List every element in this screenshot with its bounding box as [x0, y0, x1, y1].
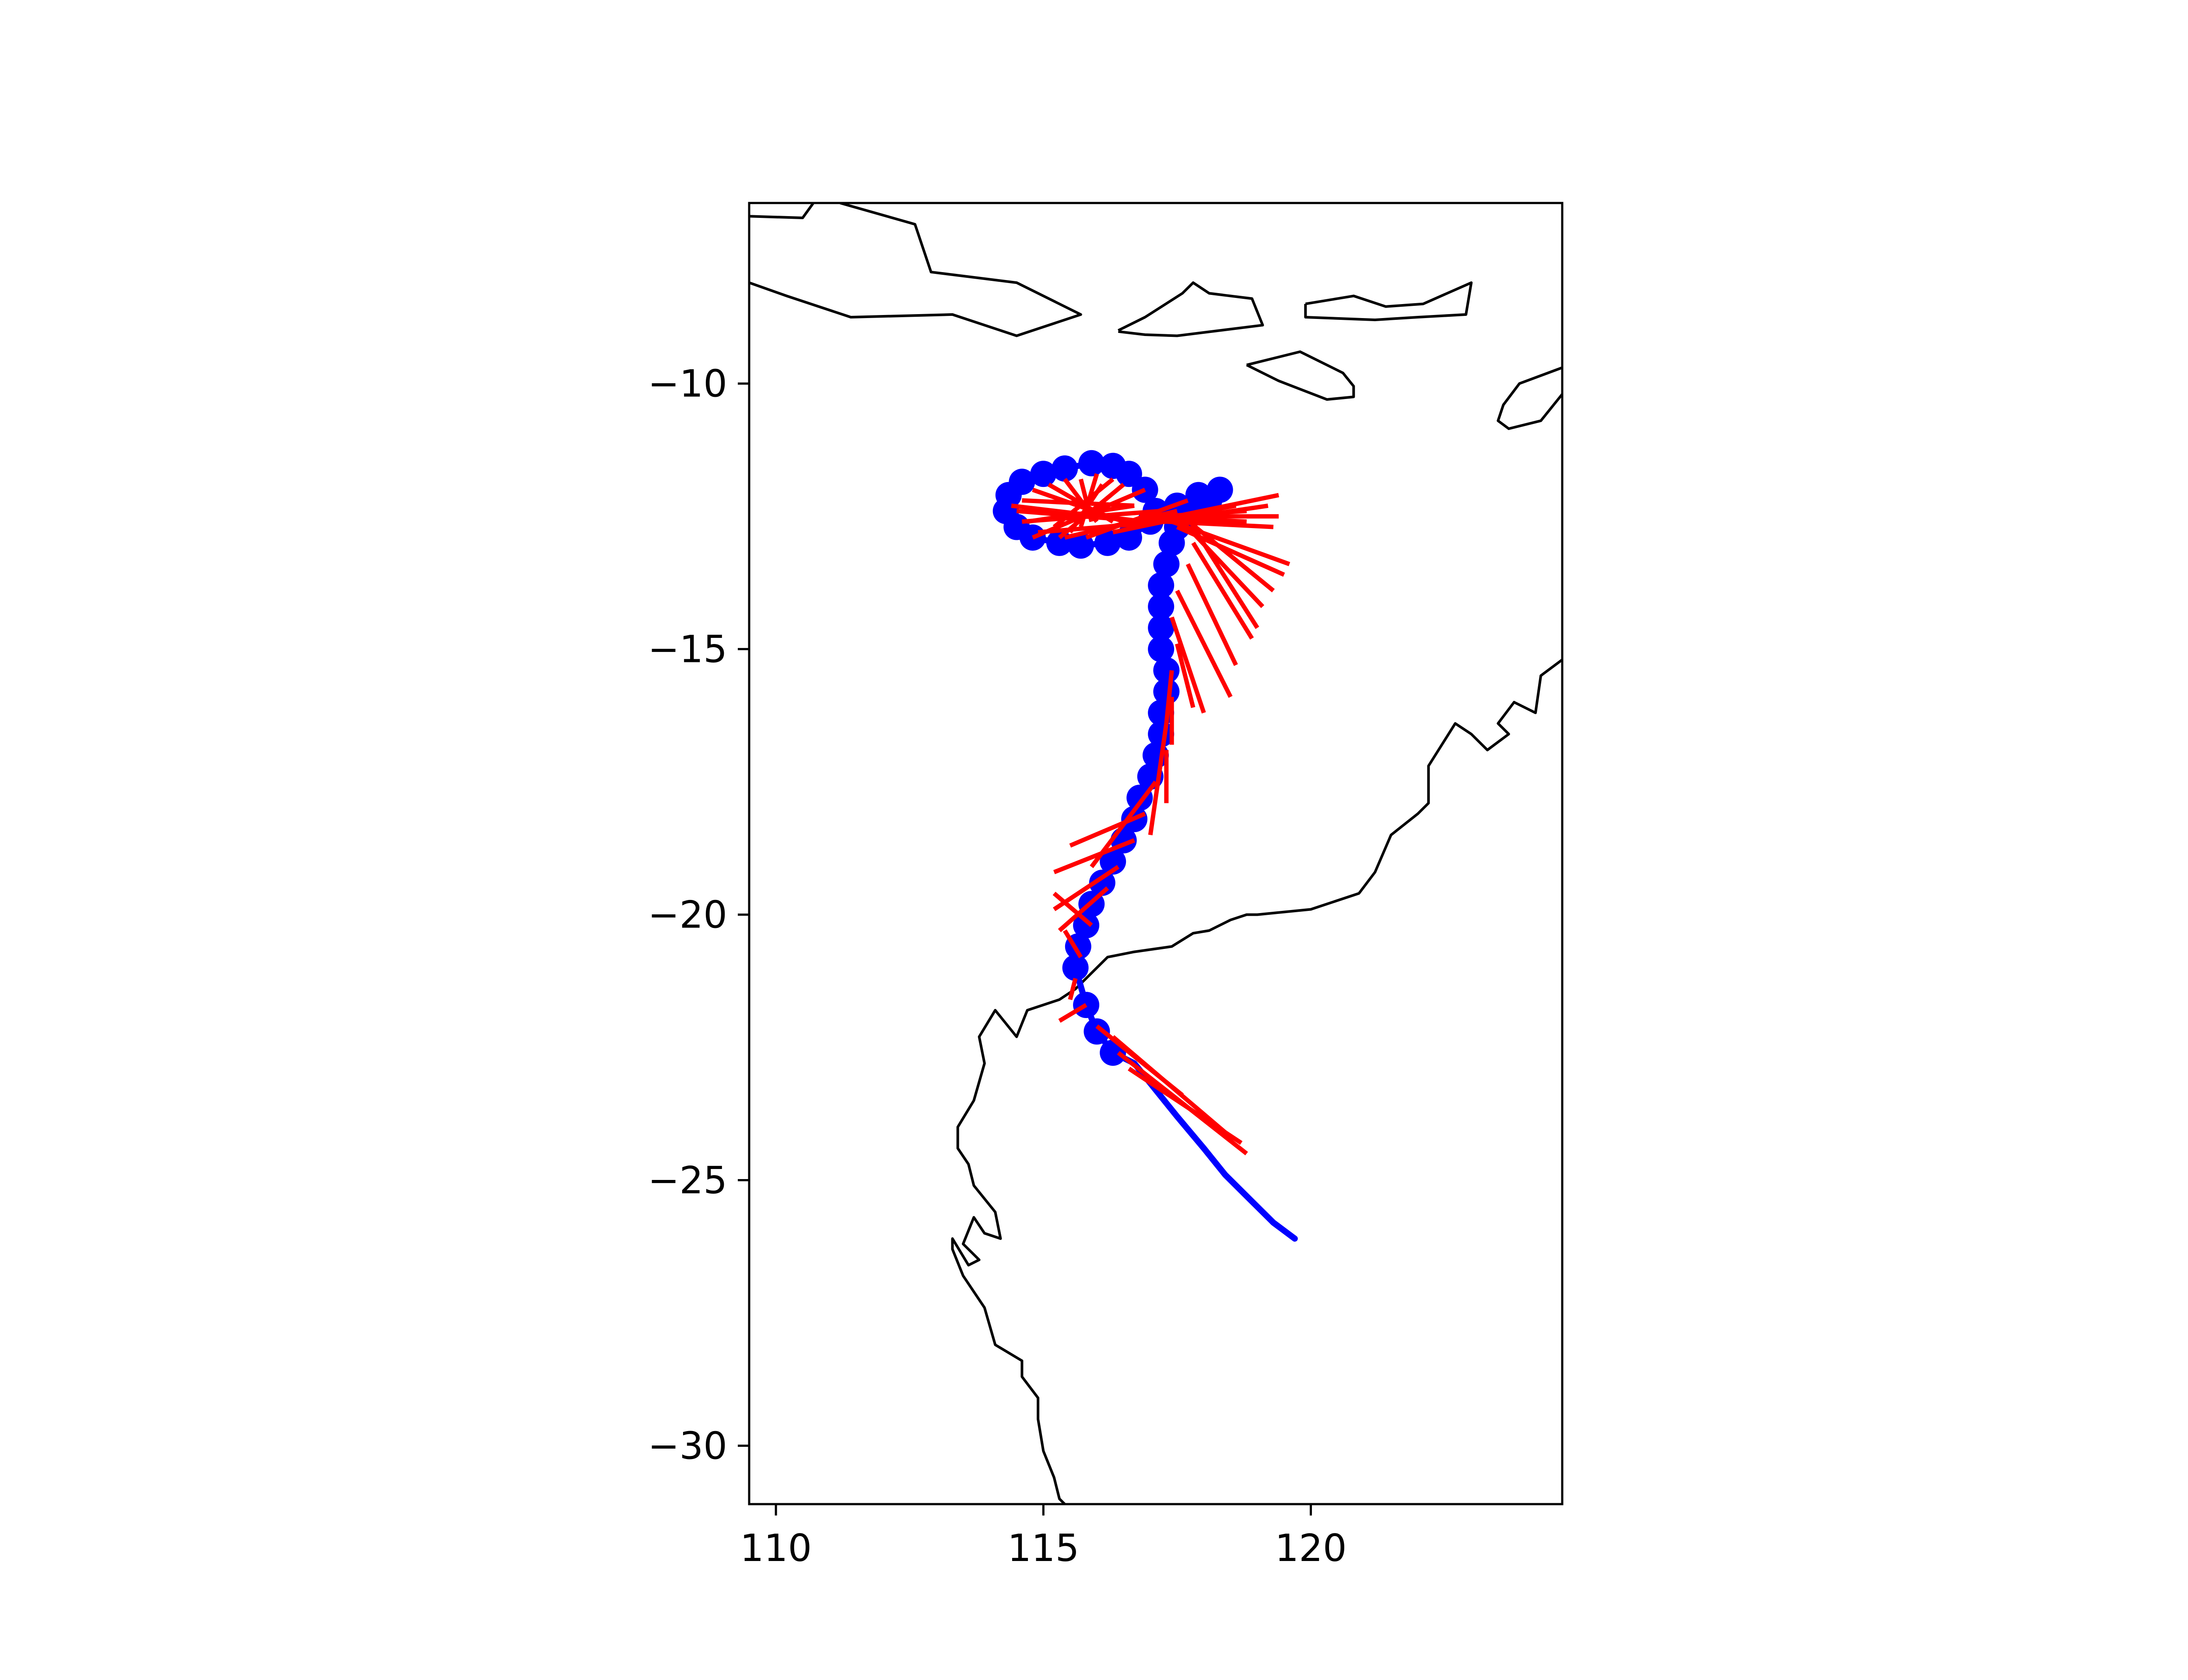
forecast-segment [1176, 525, 1285, 577]
forecast-segment [1085, 498, 1189, 540]
forecast-segment [1053, 865, 1120, 911]
track-point [1153, 551, 1180, 578]
axes-frame [748, 202, 1564, 1505]
forecast-segment [1171, 519, 1290, 567]
forecast-segment [1068, 978, 1078, 1001]
forecast-segment [1058, 886, 1109, 932]
forecast-segment [1090, 780, 1157, 868]
track-point [1094, 529, 1121, 556]
forecast-segment [1161, 509, 1247, 519]
x-tick-label: 120 [1275, 1526, 1346, 1570]
forecast-segment [1069, 812, 1146, 848]
track-point [1062, 955, 1089, 981]
y-tick-label: −25 [648, 1159, 728, 1203]
plot-area [749, 203, 1562, 1504]
forecast-segment [1169, 616, 1206, 714]
track-point [1100, 848, 1126, 875]
coastline-1 [749, 203, 1082, 337]
forecast-segment [1095, 1024, 1184, 1097]
forecast-segment [1148, 723, 1169, 836]
track-point [1206, 476, 1233, 503]
coastline-6 [951, 658, 1562, 1504]
forecast-segment [1022, 509, 1161, 524]
forecast-segment [1052, 892, 1093, 927]
track-point [1115, 461, 1142, 487]
y-tick-label: −30 [648, 1424, 728, 1468]
forecast-segment [1164, 670, 1174, 724]
forecast-segment [1053, 838, 1135, 875]
track-point [1046, 529, 1073, 556]
y-tick-label: −10 [648, 362, 728, 406]
coastline-3 [1304, 281, 1473, 322]
forecast-segment [1175, 643, 1196, 708]
y-tick-label: −15 [648, 628, 728, 672]
forecast-segment [1191, 542, 1254, 640]
forecast-segment [1185, 563, 1238, 666]
coastline-5 [1497, 366, 1562, 430]
forecast-segment [1058, 1003, 1087, 1023]
coastline-layer [749, 203, 1562, 1504]
track-point [1148, 636, 1175, 662]
forecast-segment [1062, 929, 1083, 959]
x-tick-label: 110 [740, 1526, 812, 1570]
track-point [1078, 450, 1105, 476]
forecast-track-layer [1011, 473, 1290, 1155]
track-point [1030, 461, 1057, 487]
track-point [1185, 482, 1212, 508]
track-point [1083, 1018, 1110, 1045]
forecast-segment [1175, 589, 1233, 698]
coastline-4 [1246, 350, 1355, 401]
coastline-2 [1118, 281, 1264, 337]
y-tick-label: −20 [648, 893, 728, 937]
track-point [1148, 572, 1175, 598]
track-point [1089, 869, 1115, 896]
track-point [1073, 912, 1100, 938]
x-tick-label: 115 [1007, 1526, 1079, 1570]
coastline-0 [749, 203, 815, 219]
track-point [1052, 455, 1078, 482]
track-point [1148, 593, 1175, 620]
forecast-segment [1022, 498, 1135, 508]
x-axis: 110 115 120 [740, 1504, 1347, 1570]
track-point [1148, 615, 1175, 641]
forecast-segment [1166, 519, 1274, 529]
track-point [1009, 469, 1035, 495]
y-axis: −10 −15 −20 −25 −30 [648, 362, 749, 1468]
